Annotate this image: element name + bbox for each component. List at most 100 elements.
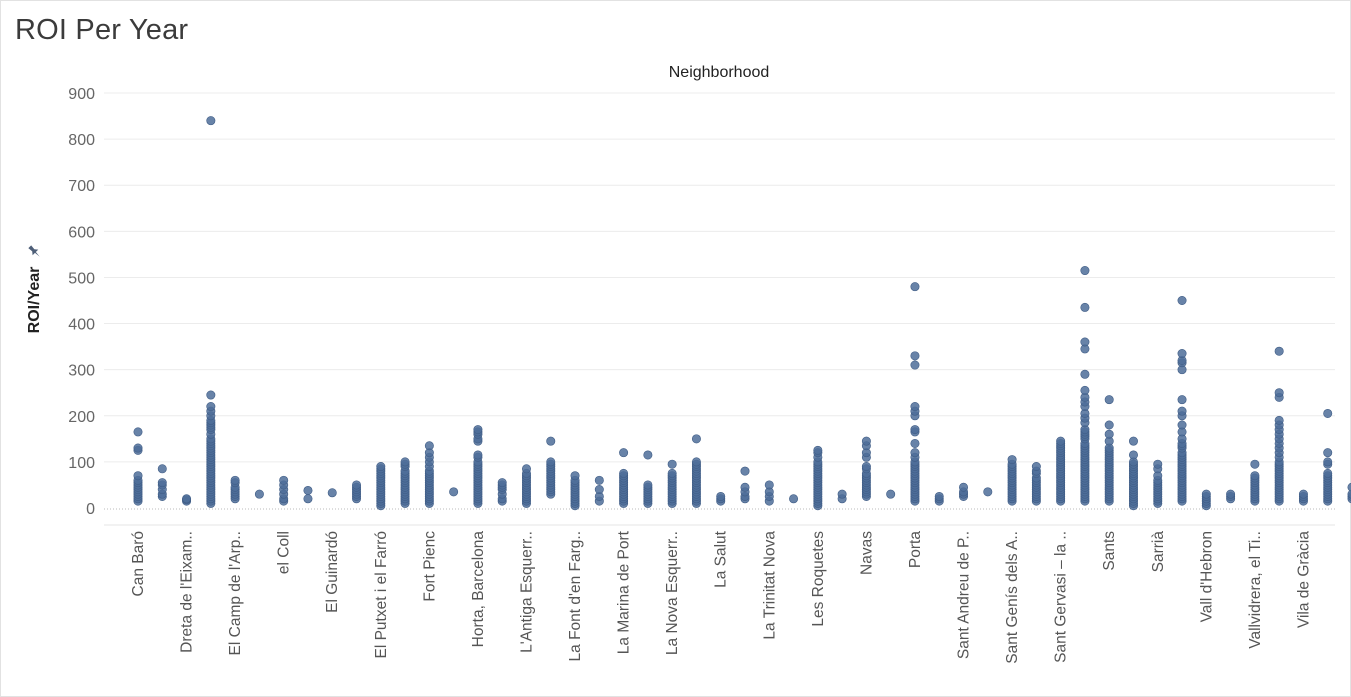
data-point[interactable]: [473, 425, 483, 435]
data-point[interactable]: [206, 390, 216, 400]
data-point[interactable]: [1056, 436, 1066, 446]
data-point[interactable]: [1323, 468, 1333, 478]
x-category-label: La Nova Esquerr..: [664, 531, 681, 655]
data-point[interactable]: [764, 480, 774, 490]
x-category-label: Porta: [907, 531, 924, 568]
data-point[interactable]: [667, 459, 677, 469]
data-point[interactable]: [789, 494, 799, 504]
data-point[interactable]: [1080, 385, 1090, 395]
data-point[interactable]: [934, 491, 944, 501]
data-point[interactable]: [157, 478, 167, 488]
data-point[interactable]: [1201, 489, 1211, 499]
y-tick-label: 0: [86, 501, 95, 518]
data-point[interactable]: [619, 448, 629, 458]
x-category-label: Can Baró: [130, 531, 147, 596]
x-category-label: Sant Andreu de P..: [956, 531, 973, 659]
data-point[interactable]: [643, 480, 653, 490]
data-point[interactable]: [1347, 482, 1351, 492]
data-point[interactable]: [1104, 429, 1114, 439]
data-point[interactable]: [1226, 489, 1236, 499]
data-point[interactable]: [716, 491, 726, 501]
data-point[interactable]: [1347, 489, 1351, 499]
data-point[interactable]: [1104, 395, 1114, 405]
data-point[interactable]: [886, 489, 896, 499]
data-point[interactable]: [1323, 457, 1333, 467]
data-point[interactable]: [1080, 266, 1090, 276]
data-point[interactable]: [594, 485, 604, 495]
data-point[interactable]: [910, 448, 920, 458]
data-point[interactable]: [1177, 420, 1187, 430]
data-point[interactable]: [861, 461, 871, 471]
data-point[interactable]: [1080, 302, 1090, 312]
data-point[interactable]: [133, 471, 143, 481]
data-point[interactable]: [691, 457, 701, 467]
data-point[interactable]: [619, 468, 629, 478]
x-category-label: Vallvidrera, el Ti..: [1247, 531, 1264, 649]
data-point[interactable]: [1274, 388, 1284, 398]
data-point[interactable]: [837, 489, 847, 499]
data-point[interactable]: [352, 480, 362, 490]
data-point[interactable]: [206, 402, 216, 412]
x-category-label: Les Roquetes: [810, 531, 827, 627]
data-point[interactable]: [182, 494, 192, 504]
data-point[interactable]: [400, 457, 410, 467]
data-point[interactable]: [230, 475, 240, 485]
data-point[interactable]: [740, 466, 750, 476]
data-point[interactable]: [303, 494, 313, 504]
data-point[interactable]: [206, 116, 216, 126]
data-point[interactable]: [303, 485, 313, 495]
data-point[interactable]: [1128, 436, 1138, 446]
data-point[interactable]: [279, 475, 289, 485]
data-point[interactable]: [497, 478, 507, 488]
data-point[interactable]: [691, 434, 701, 444]
data-point[interactable]: [473, 450, 483, 460]
data-point[interactable]: [1274, 346, 1284, 356]
data-point[interactable]: [910, 282, 920, 292]
x-category-label: La Font d'en Farg..: [567, 531, 584, 661]
data-point[interactable]: [546, 436, 556, 446]
data-point[interactable]: [1250, 459, 1260, 469]
data-point[interactable]: [1080, 337, 1090, 347]
data-point[interactable]: [449, 487, 459, 497]
data-point[interactable]: [983, 487, 993, 497]
data-point[interactable]: [1080, 369, 1090, 379]
data-point[interactable]: [1177, 295, 1187, 305]
data-point[interactable]: [959, 482, 969, 492]
data-point[interactable]: [133, 443, 143, 453]
data-point[interactable]: [910, 351, 920, 361]
data-point[interactable]: [910, 425, 920, 435]
data-point[interactable]: [1177, 349, 1187, 359]
data-point[interactable]: [133, 427, 143, 437]
data-point[interactable]: [910, 438, 920, 448]
data-point[interactable]: [813, 445, 823, 455]
data-point[interactable]: [1274, 415, 1284, 425]
data-point[interactable]: [521, 464, 531, 474]
data-point[interactable]: [1104, 420, 1114, 430]
data-point[interactable]: [1323, 448, 1333, 458]
data-point[interactable]: [546, 457, 556, 467]
data-point[interactable]: [1007, 455, 1017, 465]
data-point[interactable]: [327, 488, 337, 498]
data-point[interactable]: [910, 402, 920, 412]
data-point[interactable]: [861, 436, 871, 446]
data-point[interactable]: [1153, 459, 1163, 469]
data-point[interactable]: [740, 482, 750, 492]
data-point[interactable]: [910, 360, 920, 370]
pin-icon[interactable]: [27, 244, 43, 260]
data-point[interactable]: [570, 471, 580, 481]
data-point[interactable]: [1298, 489, 1308, 499]
data-point[interactable]: [1128, 450, 1138, 460]
data-point[interactable]: [1031, 461, 1041, 471]
data-point[interactable]: [643, 450, 653, 460]
data-point[interactable]: [424, 441, 434, 451]
data-point[interactable]: [1250, 471, 1260, 481]
data-point[interactable]: [1177, 395, 1187, 405]
data-point[interactable]: [254, 489, 264, 499]
x-category-label: L'Antiga Esquerr..: [518, 531, 535, 653]
data-point[interactable]: [594, 475, 604, 485]
data-point[interactable]: [1323, 408, 1333, 418]
data-point[interactable]: [1177, 406, 1187, 416]
data-point[interactable]: [667, 468, 677, 478]
data-point[interactable]: [157, 464, 167, 474]
data-point[interactable]: [376, 461, 386, 471]
